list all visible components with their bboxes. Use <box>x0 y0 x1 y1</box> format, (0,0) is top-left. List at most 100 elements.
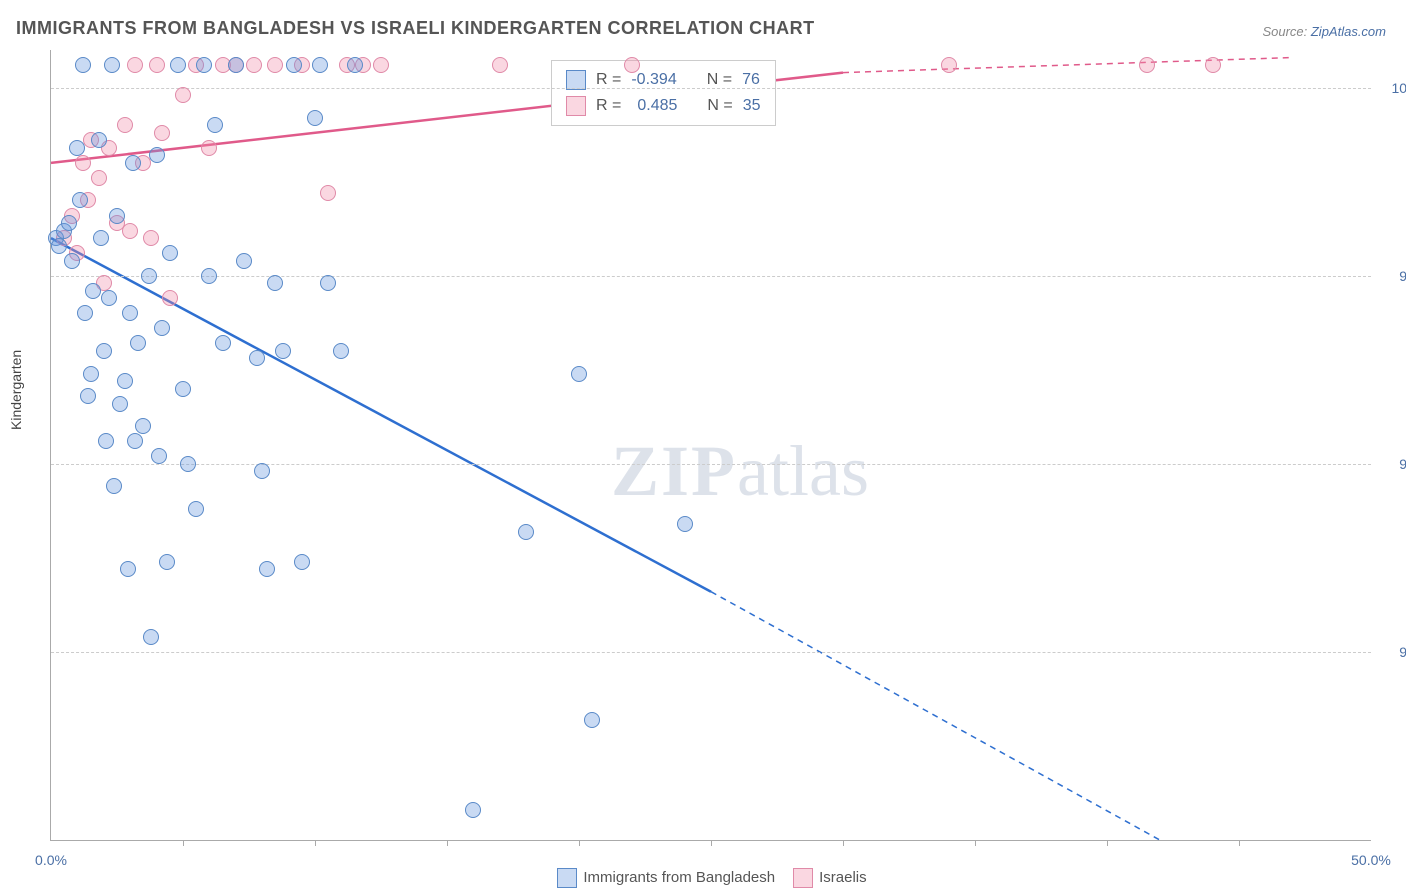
gridline-h <box>51 88 1371 89</box>
x-tick-mark <box>711 840 712 846</box>
data-point <box>320 275 336 291</box>
data-point <box>249 350 265 366</box>
x-tick-mark <box>315 840 316 846</box>
y-axis-label: Kindergarten <box>8 350 24 430</box>
data-point <box>51 238 67 254</box>
x-tick-label: 0.0% <box>35 852 67 868</box>
data-point <box>143 230 159 246</box>
x-tick-mark <box>975 840 976 846</box>
data-point <box>151 448 167 464</box>
data-point <box>69 140 85 156</box>
data-point <box>162 290 178 306</box>
data-point <box>518 524 534 540</box>
n-value-b: 35 <box>743 97 761 115</box>
data-point <box>307 110 323 126</box>
data-point <box>207 117 223 133</box>
data-point <box>85 283 101 299</box>
data-point <box>122 305 138 321</box>
data-point <box>941 57 957 73</box>
data-point <box>347 57 363 73</box>
data-point <box>122 223 138 239</box>
data-point <box>93 230 109 246</box>
data-point <box>312 57 328 73</box>
data-point <box>162 245 178 261</box>
x-tick-mark <box>579 840 580 846</box>
legend-swatch-b <box>566 96 586 116</box>
data-point <box>1139 57 1155 73</box>
data-point <box>228 57 244 73</box>
data-point <box>188 501 204 517</box>
regression-line-solid <box>51 238 711 592</box>
data-point <box>120 561 136 577</box>
correlation-legend: R = -0.394 N = 76 R = 0.485 N = 35 <box>551 60 776 126</box>
data-point <box>275 343 291 359</box>
r-label-a: R = <box>596 71 621 89</box>
source-link[interactable]: ZipAtlas.com <box>1311 24 1386 39</box>
data-point <box>141 268 157 284</box>
legend-row-b: R = 0.485 N = 35 <box>566 93 761 119</box>
data-point <box>112 396 128 412</box>
data-point <box>135 418 151 434</box>
data-point <box>117 117 133 133</box>
data-point <box>246 57 262 73</box>
bottom-legend-swatch <box>557 868 577 888</box>
data-point <box>154 320 170 336</box>
legend-row-a: R = -0.394 N = 76 <box>566 67 761 93</box>
data-point <box>75 57 91 73</box>
data-point <box>571 366 587 382</box>
data-point <box>175 381 191 397</box>
data-point <box>267 57 283 73</box>
data-point <box>286 57 302 73</box>
bottom-legend-label: Israelis <box>819 869 867 886</box>
x-tick-mark <box>1239 840 1240 846</box>
n-label-a: N = <box>707 71 732 89</box>
data-point <box>294 554 310 570</box>
n-label-b: N = <box>707 97 732 115</box>
data-point <box>373 57 389 73</box>
gridline-h <box>51 276 1371 277</box>
regression-line-dashed <box>711 592 1160 840</box>
bottom-legend: Immigrants from Bangladesh Israelis <box>0 868 1406 888</box>
data-point <box>130 335 146 351</box>
regression-lines <box>51 50 1371 840</box>
n-value-a: 76 <box>742 71 760 89</box>
data-point <box>175 87 191 103</box>
data-point <box>143 629 159 645</box>
r-value-a: -0.394 <box>631 71 676 89</box>
bottom-legend-label: Immigrants from Bangladesh <box>583 869 775 886</box>
r-label-b: R = <box>596 97 621 115</box>
source-attribution: Source: ZipAtlas.com <box>1262 24 1386 39</box>
data-point <box>64 253 80 269</box>
data-point <box>196 57 212 73</box>
data-point <box>104 57 120 73</box>
data-point <box>91 132 107 148</box>
data-point <box>159 554 175 570</box>
data-point <box>1205 57 1221 73</box>
data-point <box>465 802 481 818</box>
plot-area: ZIPatlas R = -0.394 N = 76 R = 0.485 N =… <box>50 50 1371 841</box>
data-point <box>149 147 165 163</box>
source-prefix: Source: <box>1262 24 1310 39</box>
data-point <box>83 366 99 382</box>
data-point <box>320 185 336 201</box>
data-point <box>267 275 283 291</box>
regression-line-dashed <box>843 58 1292 73</box>
data-point <box>77 305 93 321</box>
data-point <box>127 433 143 449</box>
data-point <box>101 290 117 306</box>
x-tick-mark <box>183 840 184 846</box>
data-point <box>259 561 275 577</box>
r-value-b: 0.485 <box>631 97 677 115</box>
bottom-legend-swatch <box>793 868 813 888</box>
y-tick-label: 95.0% <box>1379 456 1406 472</box>
x-tick-mark <box>843 840 844 846</box>
y-tick-label: 100.0% <box>1379 80 1406 96</box>
data-point <box>117 373 133 389</box>
data-point <box>75 155 91 171</box>
data-point <box>154 125 170 141</box>
data-point <box>236 253 252 269</box>
data-point <box>106 478 122 494</box>
data-point <box>72 192 88 208</box>
data-point <box>91 170 107 186</box>
data-point <box>201 268 217 284</box>
